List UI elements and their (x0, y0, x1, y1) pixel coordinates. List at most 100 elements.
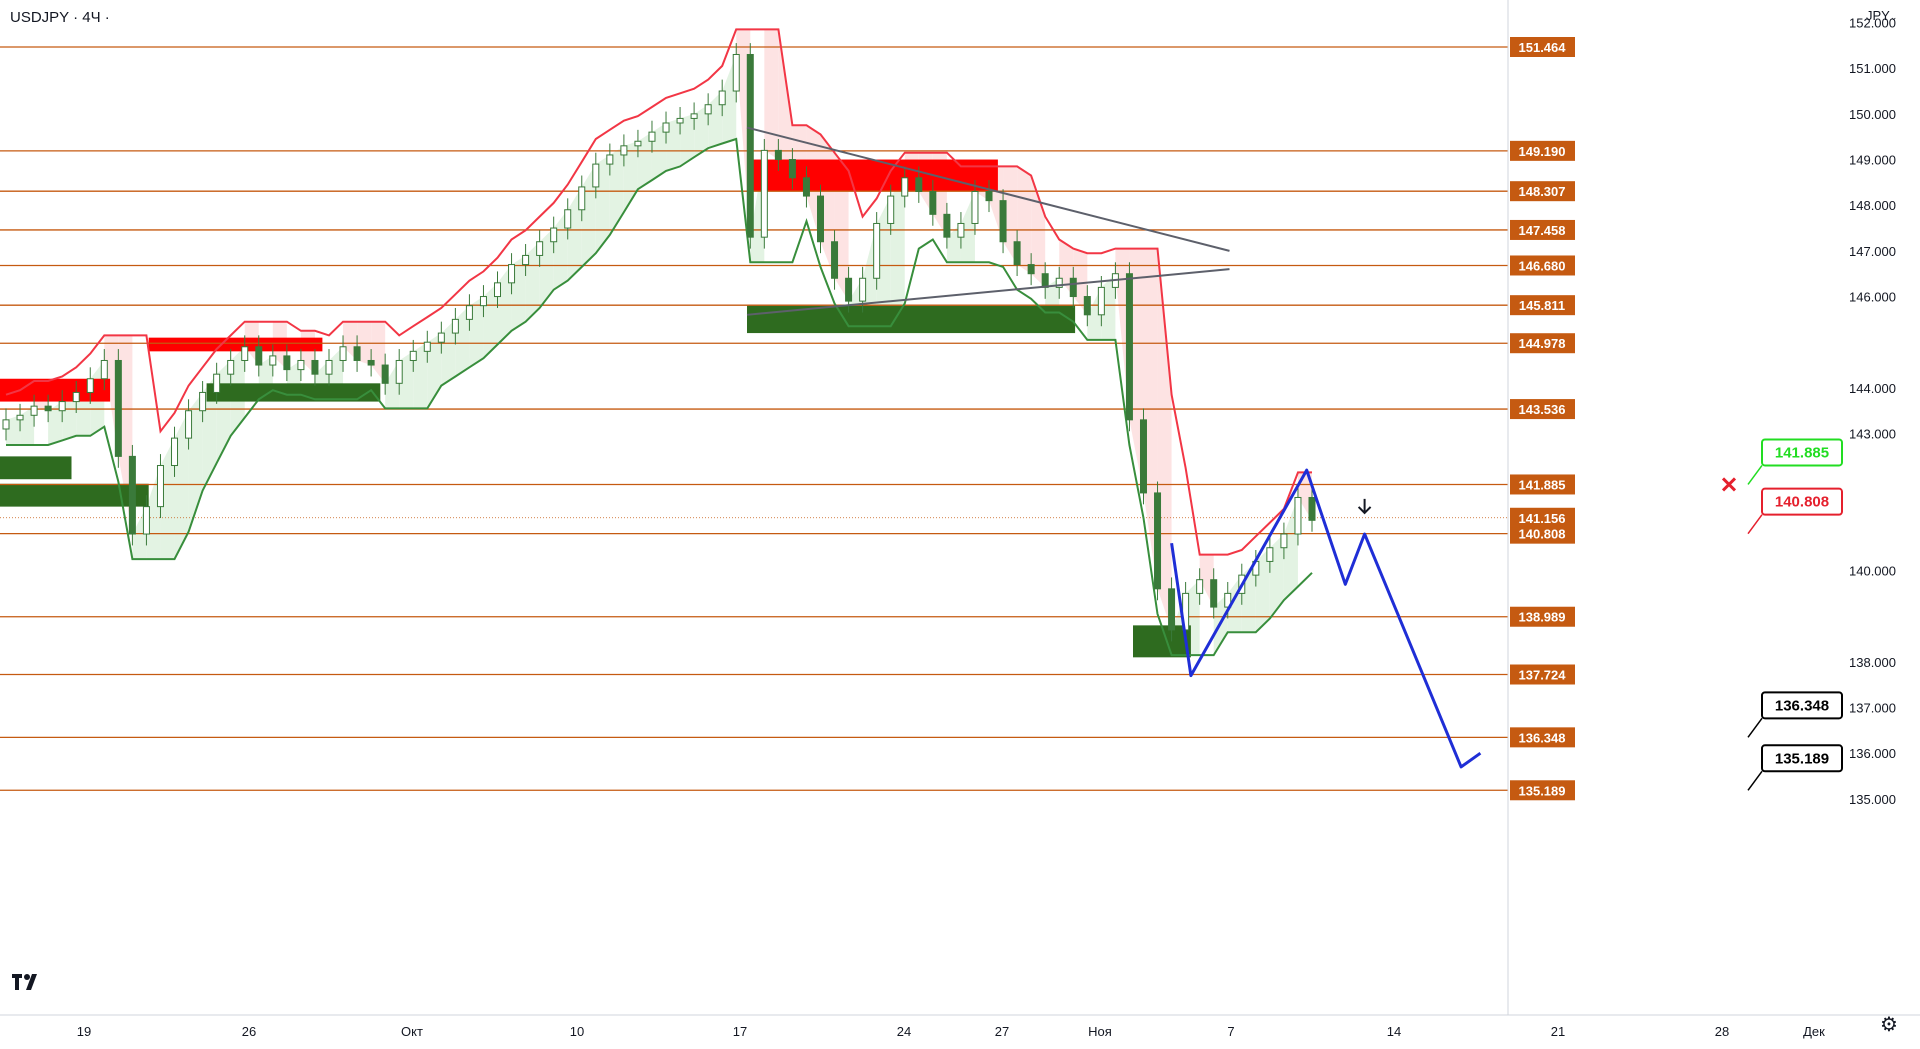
candle-body[interactable] (887, 195, 895, 224)
supply-zone[interactable] (148, 337, 323, 352)
candle-body[interactable] (142, 506, 150, 535)
candle-body[interactable] (592, 163, 600, 188)
candle-body[interactable] (297, 359, 305, 371)
level-price-tag[interactable] (1510, 523, 1575, 544)
candle-body[interactable] (522, 254, 530, 266)
candle-body[interactable] (395, 359, 403, 384)
candle-body[interactable] (171, 437, 179, 467)
gear-icon[interactable]: ⚙ (1880, 1014, 1898, 1036)
candle-body[interactable] (128, 455, 136, 535)
candle-body[interactable] (451, 318, 459, 334)
level-price-tag[interactable] (1510, 181, 1575, 202)
supply-zone[interactable] (747, 159, 998, 192)
level-price-tag[interactable] (1510, 780, 1575, 801)
demand-zone[interactable] (206, 383, 381, 402)
candle-body[interactable] (1055, 277, 1063, 288)
candle-body[interactable] (915, 177, 923, 192)
callout-box[interactable] (1761, 744, 1843, 773)
trendline[interactable] (746, 126, 1230, 252)
candle-body[interactable] (1139, 419, 1147, 494)
candle-body[interactable] (971, 190, 979, 224)
candle-body[interactable] (100, 359, 108, 380)
candle-body[interactable] (1196, 579, 1204, 594)
forecast-path[interactable] (1170, 468, 1482, 769)
candle-body[interactable] (269, 355, 277, 366)
candle-body[interactable] (479, 296, 487, 307)
candle-body[interactable] (676, 117, 684, 124)
candle-body[interactable] (2, 419, 10, 430)
level-price-tag[interactable] (1510, 333, 1575, 354)
candle-body[interactable] (774, 149, 782, 161)
symbol-title[interactable]: USDJPY · 4Ч · (10, 9, 110, 26)
candle-body[interactable] (241, 346, 249, 361)
candle-body[interactable] (325, 359, 333, 375)
candle-body[interactable] (30, 405, 38, 416)
candle-body[interactable] (718, 90, 726, 106)
current-price-tag[interactable] (1510, 507, 1575, 528)
candle-body[interactable] (44, 405, 52, 412)
callout-box[interactable] (1761, 691, 1843, 720)
candle-body[interactable] (508, 264, 516, 284)
candle-body[interactable] (620, 145, 628, 156)
candle-body[interactable] (227, 359, 235, 375)
candle-body[interactable] (311, 359, 319, 375)
level-price-tag[interactable] (1510, 255, 1575, 276)
candle-body[interactable] (985, 190, 993, 202)
candle-body[interactable] (339, 346, 347, 361)
candle-body[interactable] (1027, 264, 1035, 275)
candle-body[interactable] (353, 346, 361, 361)
candle-body[interactable] (1280, 533, 1288, 549)
callout-box[interactable] (1761, 487, 1843, 516)
upper-band-line[interactable] (5, 28, 1312, 556)
level-price-tag[interactable] (1510, 727, 1575, 748)
candle-body[interactable] (1294, 496, 1302, 535)
candle-body[interactable] (873, 222, 881, 279)
candle-body[interactable] (409, 350, 417, 361)
candle-body[interactable] (1041, 273, 1049, 288)
demand-zone[interactable] (0, 483, 149, 507)
level-price-tag[interactable] (1510, 606, 1575, 627)
demand-zone[interactable] (1133, 625, 1191, 658)
demand-zone[interactable] (0, 456, 72, 480)
level-price-tag[interactable] (1510, 474, 1575, 495)
level-price-tag[interactable] (1510, 37, 1575, 57)
candle-body[interactable] (746, 53, 754, 238)
candle-body[interactable] (704, 104, 712, 115)
tradingview-logo-icon[interactable] (10, 970, 44, 998)
level-price-tag[interactable] (1510, 219, 1575, 240)
candle-body[interactable] (1097, 286, 1105, 316)
level-price-tag[interactable] (1510, 295, 1575, 316)
candle-body[interactable] (831, 241, 839, 279)
candle-body[interactable] (16, 414, 24, 421)
lower-band-line[interactable] (6, 137, 1313, 657)
candle-body[interactable] (536, 241, 544, 256)
candle-body[interactable] (423, 341, 431, 352)
candle-body[interactable] (156, 465, 164, 508)
candle-body[interactable] (381, 364, 389, 384)
candle-body[interactable] (58, 401, 66, 412)
candle-body[interactable] (564, 209, 572, 229)
candle-body[interactable] (199, 391, 207, 412)
candle-body[interactable] (1168, 588, 1176, 631)
candle-body[interactable] (1266, 547, 1274, 562)
candle-body[interactable] (634, 140, 642, 147)
candle-body[interactable] (255, 346, 263, 366)
candle-body[interactable] (494, 282, 502, 298)
candle-body[interactable] (1210, 579, 1218, 608)
candle-body[interactable] (550, 227, 558, 243)
candle-body[interactable] (788, 159, 796, 179)
candle-body[interactable] (1308, 496, 1316, 521)
candle-body[interactable] (957, 222, 965, 238)
callout-box[interactable] (1761, 438, 1843, 467)
candle-body[interactable] (437, 332, 445, 343)
candle-body[interactable] (578, 186, 586, 211)
candle-body[interactable] (662, 122, 670, 133)
candle-body[interactable] (1125, 273, 1133, 421)
currency-selector[interactable]: JPY⌄ (1866, 8, 1897, 23)
candle-body[interactable] (816, 195, 824, 243)
candle-body[interactable] (845, 277, 853, 302)
candle-body[interactable] (465, 305, 473, 320)
candle-body[interactable] (185, 410, 193, 439)
candle-body[interactable] (114, 359, 122, 457)
candle-body[interactable] (760, 149, 768, 238)
